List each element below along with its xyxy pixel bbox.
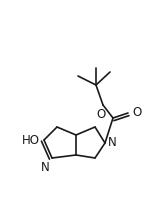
Text: HO: HO <box>22 134 40 146</box>
Text: N: N <box>41 161 50 174</box>
Text: O: O <box>96 108 106 121</box>
Text: O: O <box>132 106 141 119</box>
Text: N: N <box>108 135 117 149</box>
